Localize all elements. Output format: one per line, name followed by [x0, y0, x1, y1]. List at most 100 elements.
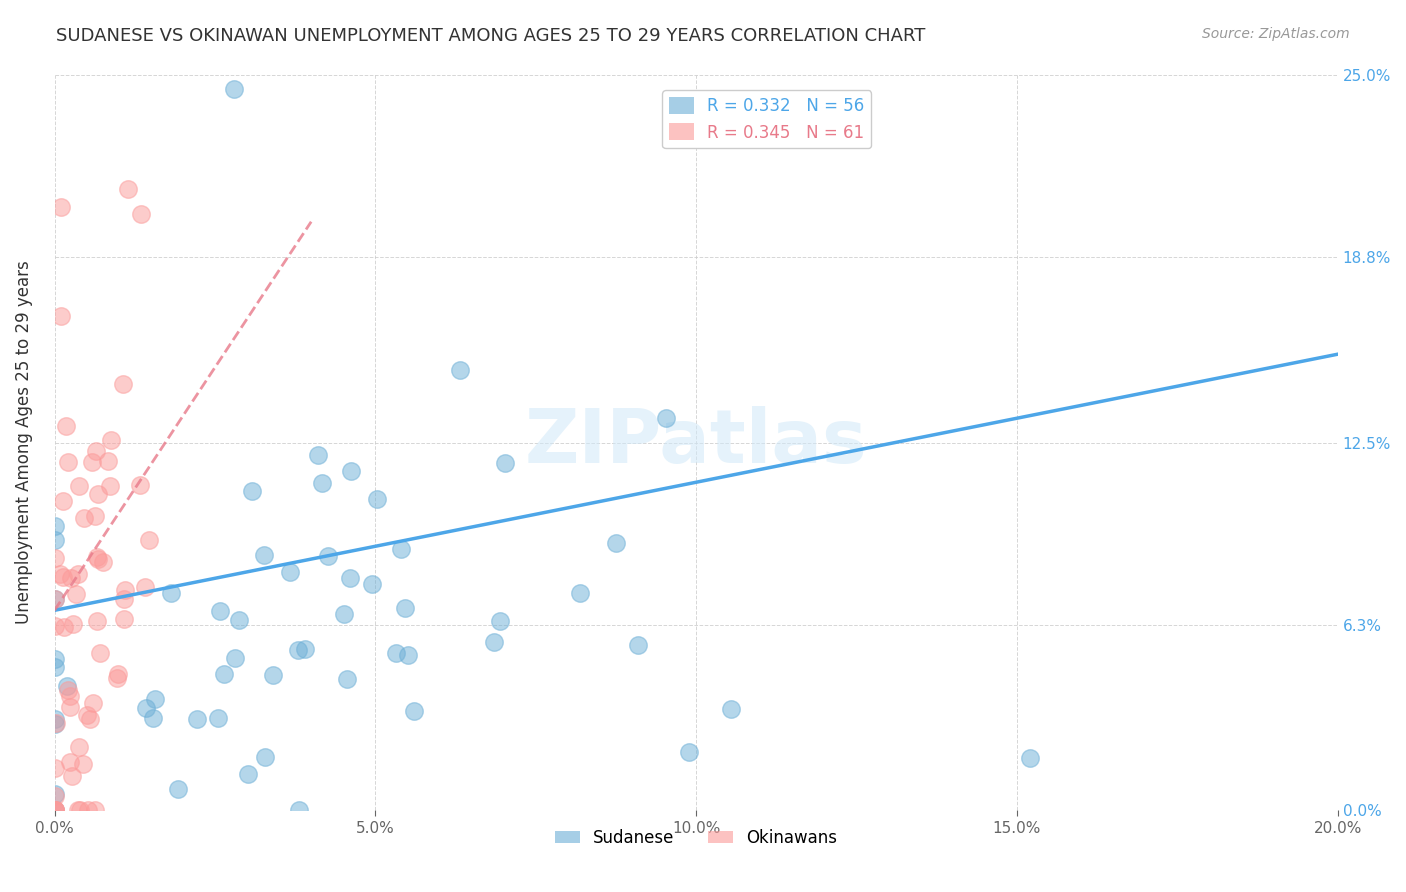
Point [84, 444, 107, 458]
Point [79, 712, 101, 726]
Point [224, 651, 246, 665]
Point [44, 533, 66, 547]
Text: ZIPatlas: ZIPatlas [524, 406, 868, 479]
Point [396, 648, 419, 662]
Point [138, 533, 160, 548]
Point [212, 667, 235, 681]
Point [254, 750, 277, 764]
Point [100, 433, 122, 447]
Point [44, 712, 66, 726]
Point [142, 710, 165, 724]
Point [86, 550, 108, 565]
Point [67, 478, 90, 492]
Point [52, 570, 75, 584]
Point [49, 200, 72, 214]
Point [207, 710, 229, 724]
Point [114, 582, 136, 597]
Point [394, 600, 416, 615]
Point [366, 491, 388, 506]
Point [107, 667, 129, 681]
Legend: Sudanese, Okinawans: Sudanese, Okinawans [548, 822, 844, 854]
Point [66, 804, 89, 818]
Point [86, 614, 108, 628]
Point [87, 552, 110, 566]
Point [655, 411, 678, 425]
Point [91, 556, 114, 570]
Point [55, 419, 77, 434]
Point [60, 571, 83, 585]
Point [145, 692, 167, 706]
Point [67, 567, 90, 582]
Point [105, 671, 128, 685]
Point [568, 586, 591, 600]
Point [384, 646, 406, 660]
Point [336, 672, 359, 686]
Point [135, 701, 157, 715]
Point [52, 494, 75, 508]
Point [49, 566, 72, 581]
Point [59, 755, 82, 769]
Point [98, 479, 121, 493]
Point [59, 700, 82, 714]
Point [87, 487, 110, 501]
Point [56, 455, 79, 469]
Point [83, 509, 105, 524]
Point [52, 619, 75, 633]
Point [72, 757, 94, 772]
Point [678, 745, 700, 759]
Point [112, 377, 135, 392]
Point [361, 577, 384, 591]
Point [228, 613, 250, 627]
Point [44, 551, 66, 566]
Point [82, 696, 104, 710]
Point [484, 635, 506, 649]
Point [720, 701, 742, 715]
Point [62, 617, 84, 632]
Point [49, 309, 72, 323]
Point [73, 511, 96, 525]
Point [333, 607, 356, 622]
Point [65, 586, 87, 600]
Point [44, 788, 66, 802]
Point [112, 612, 135, 626]
Point [160, 586, 183, 600]
Point [287, 643, 309, 657]
Point [55, 679, 77, 693]
Point [262, 668, 284, 682]
Point [44, 592, 66, 607]
Point [186, 712, 208, 726]
Point [209, 604, 232, 618]
Point [44, 716, 66, 731]
Point [278, 566, 301, 580]
Point [69, 804, 91, 818]
Point [58, 689, 80, 703]
Point [44, 762, 66, 776]
Point [60, 768, 83, 782]
Point [627, 638, 650, 652]
Y-axis label: Unemployment Among Ages 25 to 29 years: Unemployment Among Ages 25 to 29 years [15, 260, 32, 624]
Point [83, 804, 105, 818]
Point [97, 453, 120, 467]
Point [224, 82, 246, 96]
Point [44, 804, 66, 818]
Point [167, 781, 190, 796]
Point [389, 542, 412, 557]
Point [339, 571, 361, 585]
Point [44, 789, 66, 803]
Point [449, 363, 471, 377]
Point [44, 651, 66, 665]
Point [402, 704, 425, 718]
Point [253, 548, 276, 562]
Point [117, 181, 139, 195]
Point [89, 647, 111, 661]
Point [128, 478, 150, 492]
Point [129, 207, 152, 221]
Point [311, 476, 333, 491]
Point [44, 619, 66, 633]
Point [80, 455, 103, 469]
Point [44, 804, 66, 818]
Point [44, 592, 66, 607]
Point [44, 804, 66, 818]
Text: SUDANESE VS OKINAWAN UNEMPLOYMENT AMONG AGES 25 TO 29 YEARS CORRELATION CHART: SUDANESE VS OKINAWAN UNEMPLOYMENT AMONG … [56, 27, 925, 45]
Point [240, 483, 263, 498]
